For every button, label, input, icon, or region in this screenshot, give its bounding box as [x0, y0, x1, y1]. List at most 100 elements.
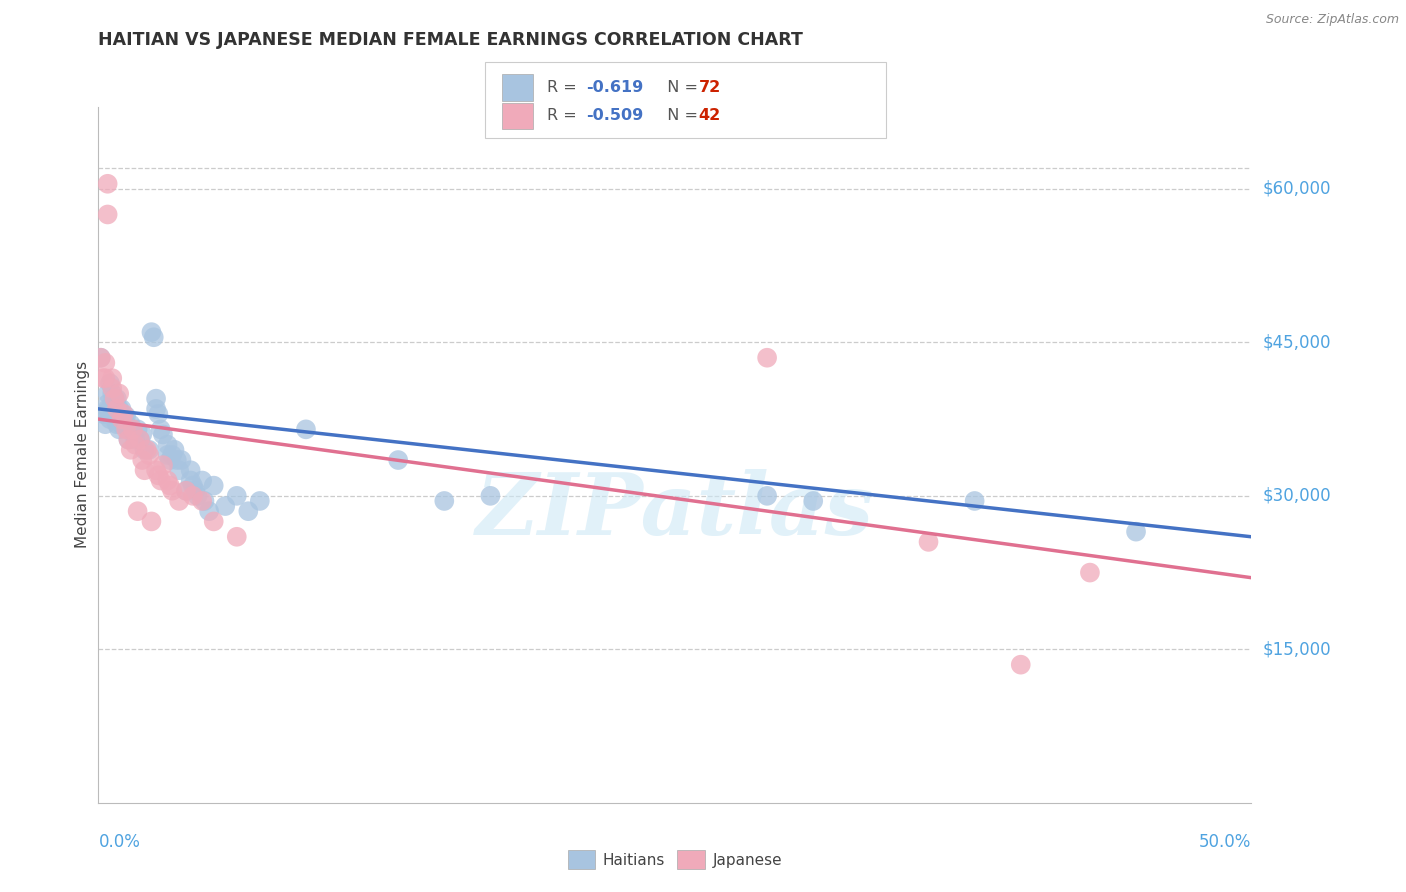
Point [105, 392, 128, 406]
Point [129, 433, 152, 447]
Point [167, 494, 190, 508]
Point [174, 483, 197, 498]
Point [122, 422, 145, 436]
Point [103, 392, 125, 406]
Point [149, 474, 172, 488]
Text: $60,000: $60,000 [1263, 180, 1331, 198]
Point [115, 422, 138, 436]
Point [159, 478, 181, 492]
Point [1078, 566, 1101, 580]
Point [98, 376, 121, 391]
Point [94, 356, 117, 370]
Point [90, 351, 112, 365]
Point [756, 351, 779, 365]
Point [135, 442, 157, 457]
Point [129, 433, 152, 447]
Text: N =: N = [657, 109, 703, 123]
Point [138, 448, 160, 462]
Point [156, 438, 179, 452]
Point [756, 489, 779, 503]
Text: 50.0%: 50.0% [1199, 833, 1251, 851]
Point [110, 412, 132, 426]
Point [124, 438, 146, 452]
Point [152, 427, 174, 442]
Point [97, 401, 120, 416]
Point [108, 401, 131, 416]
Point [160, 448, 183, 462]
Point [433, 494, 456, 508]
Point [101, 386, 124, 401]
Point [127, 504, 149, 518]
Text: HAITIAN VS JAPANESE MEDIAN FEMALE EARNINGS CORRELATION CHART: HAITIAN VS JAPANESE MEDIAN FEMALE EARNIN… [98, 31, 803, 49]
Point [110, 417, 132, 432]
Point [97, 177, 120, 191]
Point [801, 494, 824, 508]
Point [105, 401, 128, 416]
Point [917, 534, 939, 549]
Point [94, 371, 117, 385]
Point [124, 433, 146, 447]
Point [149, 422, 172, 436]
Point [181, 478, 204, 492]
Point [112, 412, 135, 426]
Point [134, 463, 156, 477]
Text: $15,000: $15,000 [1263, 640, 1331, 658]
Point [131, 427, 153, 442]
Point [148, 468, 170, 483]
Text: N =: N = [657, 80, 703, 95]
Point [191, 474, 214, 488]
Point [479, 489, 502, 503]
Point [167, 463, 190, 477]
Point [134, 442, 156, 457]
Point [97, 397, 120, 411]
Point [117, 433, 139, 447]
Point [159, 453, 181, 467]
Text: -0.509: -0.509 [586, 109, 644, 123]
Point [156, 474, 179, 488]
Point [97, 386, 120, 401]
Point [115, 417, 138, 432]
Text: 42: 42 [699, 109, 721, 123]
Point [112, 407, 135, 421]
Point [160, 483, 183, 498]
Point [138, 442, 160, 457]
Point [387, 453, 409, 467]
Point [249, 494, 271, 508]
Text: Source: ZipAtlas.com: Source: ZipAtlas.com [1265, 13, 1399, 27]
Point [238, 504, 260, 518]
Point [141, 325, 163, 339]
Point [141, 515, 163, 529]
Point [142, 330, 165, 344]
Point [117, 433, 139, 447]
Point [98, 412, 121, 426]
Point [122, 422, 145, 436]
Text: R =: R = [547, 109, 582, 123]
Point [187, 489, 209, 503]
Point [198, 504, 221, 518]
Point [166, 453, 188, 467]
Point [191, 494, 214, 508]
Point [105, 417, 128, 432]
Point [108, 422, 131, 436]
Point [174, 483, 197, 498]
Point [163, 442, 186, 457]
Point [103, 392, 125, 406]
Point [101, 371, 124, 385]
Point [94, 407, 117, 421]
Point [1010, 657, 1032, 672]
Text: ZIPatlas: ZIPatlas [475, 469, 875, 552]
Point [145, 401, 167, 416]
Point [97, 207, 120, 221]
Point [131, 453, 153, 467]
Point [225, 489, 247, 503]
Text: R =: R = [547, 80, 582, 95]
Point [145, 463, 167, 477]
Point [184, 483, 207, 498]
Point [120, 442, 142, 457]
Point [180, 463, 202, 477]
Point [156, 448, 179, 462]
Point [98, 401, 121, 416]
Text: $30,000: $30,000 [1263, 487, 1331, 505]
Point [120, 417, 142, 432]
Point [214, 499, 236, 513]
